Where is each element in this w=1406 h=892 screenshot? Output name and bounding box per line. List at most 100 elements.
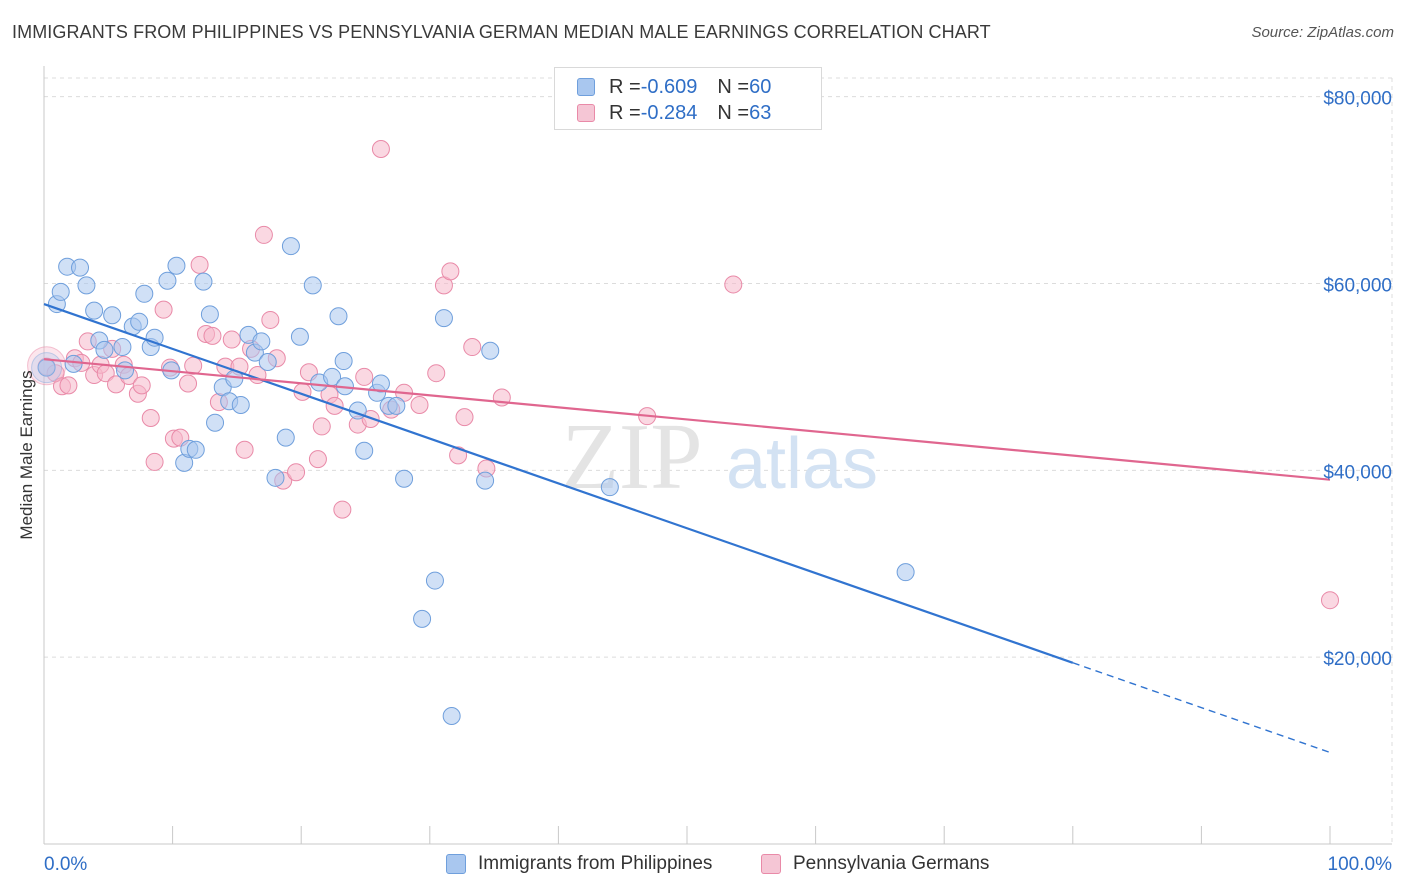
data-point-pennsylvania-germans [145,452,164,471]
axes [43,66,1392,845]
chart-title: IMMIGRANTS FROM PHILIPPINES VS PENNSYLVA… [12,22,991,42]
data-point-pennsylvania-germans [141,409,160,428]
data-point-philippines [206,413,225,432]
data-point-philippines [434,309,453,328]
data-point-philippines [371,374,390,393]
data-point-philippines [135,284,154,303]
legend-r-value: -0.609 [640,75,698,98]
x-tick-label: 0.0% [44,854,87,875]
data-point-philippines [425,571,444,590]
data-point-philippines [200,305,219,324]
data-point-philippines [167,256,186,275]
legend-r-label: R = [609,75,641,98]
y-tick-label: $80,000 [1323,89,1392,110]
data-point-pennsylvania-germans [107,375,126,394]
y-axis-label: Median Male Earnings [17,370,36,539]
data-point-pennsylvania-germans [724,275,743,294]
legend-swatch-pink [761,854,781,874]
data-point-philippines [281,237,300,256]
legend-n-value: 60 [749,75,772,98]
legend-r-value: -0.284 [640,101,698,124]
trend-line-pennsylvania-germans [43,358,1331,481]
data-point-pennsylvania-germans [179,374,198,393]
data-point-pennsylvania-germans [455,408,474,427]
data-point-philippines [600,478,619,497]
data-point-philippines [64,354,83,373]
data-point-pennsylvania-germans [355,367,374,386]
legend-swatch-blue [577,78,595,96]
legend-n-label: N = [717,101,750,124]
data-point-philippines [71,258,90,277]
data-point-philippines [116,361,135,380]
data-point-philippines [186,440,205,459]
data-point-philippines [442,707,461,726]
watermark-zip: ZIP [562,405,703,509]
data-point-philippines [476,471,495,490]
watermark-atlas: atlas [726,424,878,504]
data-point-pennsylvania-germans [154,300,173,319]
data-point-philippines [303,276,322,295]
data-point-philippines [231,395,250,414]
y-tick-label: $60,000 [1323,276,1392,297]
legend-n-value: 63 [749,101,772,124]
grid-lines [44,77,1393,844]
legend-swatch-pink [577,104,595,122]
data-point-philippines [194,272,213,291]
data-point-philippines [258,352,277,371]
watermark: ZIP atlas [562,405,879,509]
legend-row-philippines: R = -0.609 N = 60 [577,75,771,99]
data-point-pennsylvania-germans [190,255,209,274]
data-point-pennsylvania-germans [222,330,241,349]
x-tick-label: 100.0% [1328,854,1393,875]
data-point-pennsylvania-germans [441,262,460,281]
data-point-philippines [77,276,96,295]
legend-item-philippines: Immigrants from Philippines [446,851,712,877]
data-point-pennsylvania-germans [463,338,482,357]
legend-label-philippines: Immigrants from Philippines [478,853,713,874]
data-point-philippines [481,341,500,360]
correlation-legend: R = -0.609 N = 60 R = -0.284 N = 63 [554,67,822,130]
data-point-pennsylvania-germans [371,139,390,158]
legend-n-label: N = [717,75,750,98]
legend-item-pennsylvania: Pennsylvania Germans [761,851,989,877]
data-point-philippines [355,441,374,460]
data-point-philippines [329,307,348,326]
trend-lines [43,303,1331,754]
data-point-philippines [31,352,63,384]
data-point-pennsylvania-germans [59,376,78,395]
data-point-philippines [290,327,309,346]
trend-line-philippines-extension [1072,662,1331,754]
y-tick-label: $40,000 [1323,462,1392,483]
data-point-pennsylvania-germans [203,326,222,345]
data-point-philippines [266,468,285,487]
source-label: Source: ZipAtlas.com [1251,24,1394,41]
data-point-philippines [395,469,414,488]
data-point-philippines [103,306,122,325]
data-point-pennsylvania-germans [410,395,429,414]
data-point-philippines [158,271,177,290]
data-point-philippines [252,332,271,351]
data-point-philippines [51,282,70,301]
data-point-pennsylvania-germans [333,500,352,519]
data-point-philippines [413,609,432,628]
y-tick-label: $20,000 [1323,649,1392,670]
data-point-philippines [387,396,406,415]
data-point-pennsylvania-germans [1321,591,1339,610]
tick-labels: $20,000 $40,000 $60,000 $80,000 0.0% 100.0% [44,89,1392,875]
data-point-pennsylvania-germans [308,450,327,469]
trend-line-philippines [43,303,1074,664]
series-pennsylvania-germans [27,139,1339,610]
legend-row-pennsylvania: R = -0.284 N = 63 [577,101,771,125]
data-point-philippines [85,301,104,320]
data-point-pennsylvania-germans [287,463,306,482]
legend-swatch-blue [446,854,466,874]
data-point-philippines [113,338,132,357]
data-point-pennsylvania-germans [449,446,468,465]
data-point-pennsylvania-germans [132,376,151,395]
legend-label-pennsylvania: Pennsylvania Germans [793,853,990,874]
series-immigrants-from-philippines [31,237,915,726]
data-point-pennsylvania-germans [254,225,273,244]
data-point-philippines [130,312,149,331]
data-point-pennsylvania-germans [427,364,446,383]
